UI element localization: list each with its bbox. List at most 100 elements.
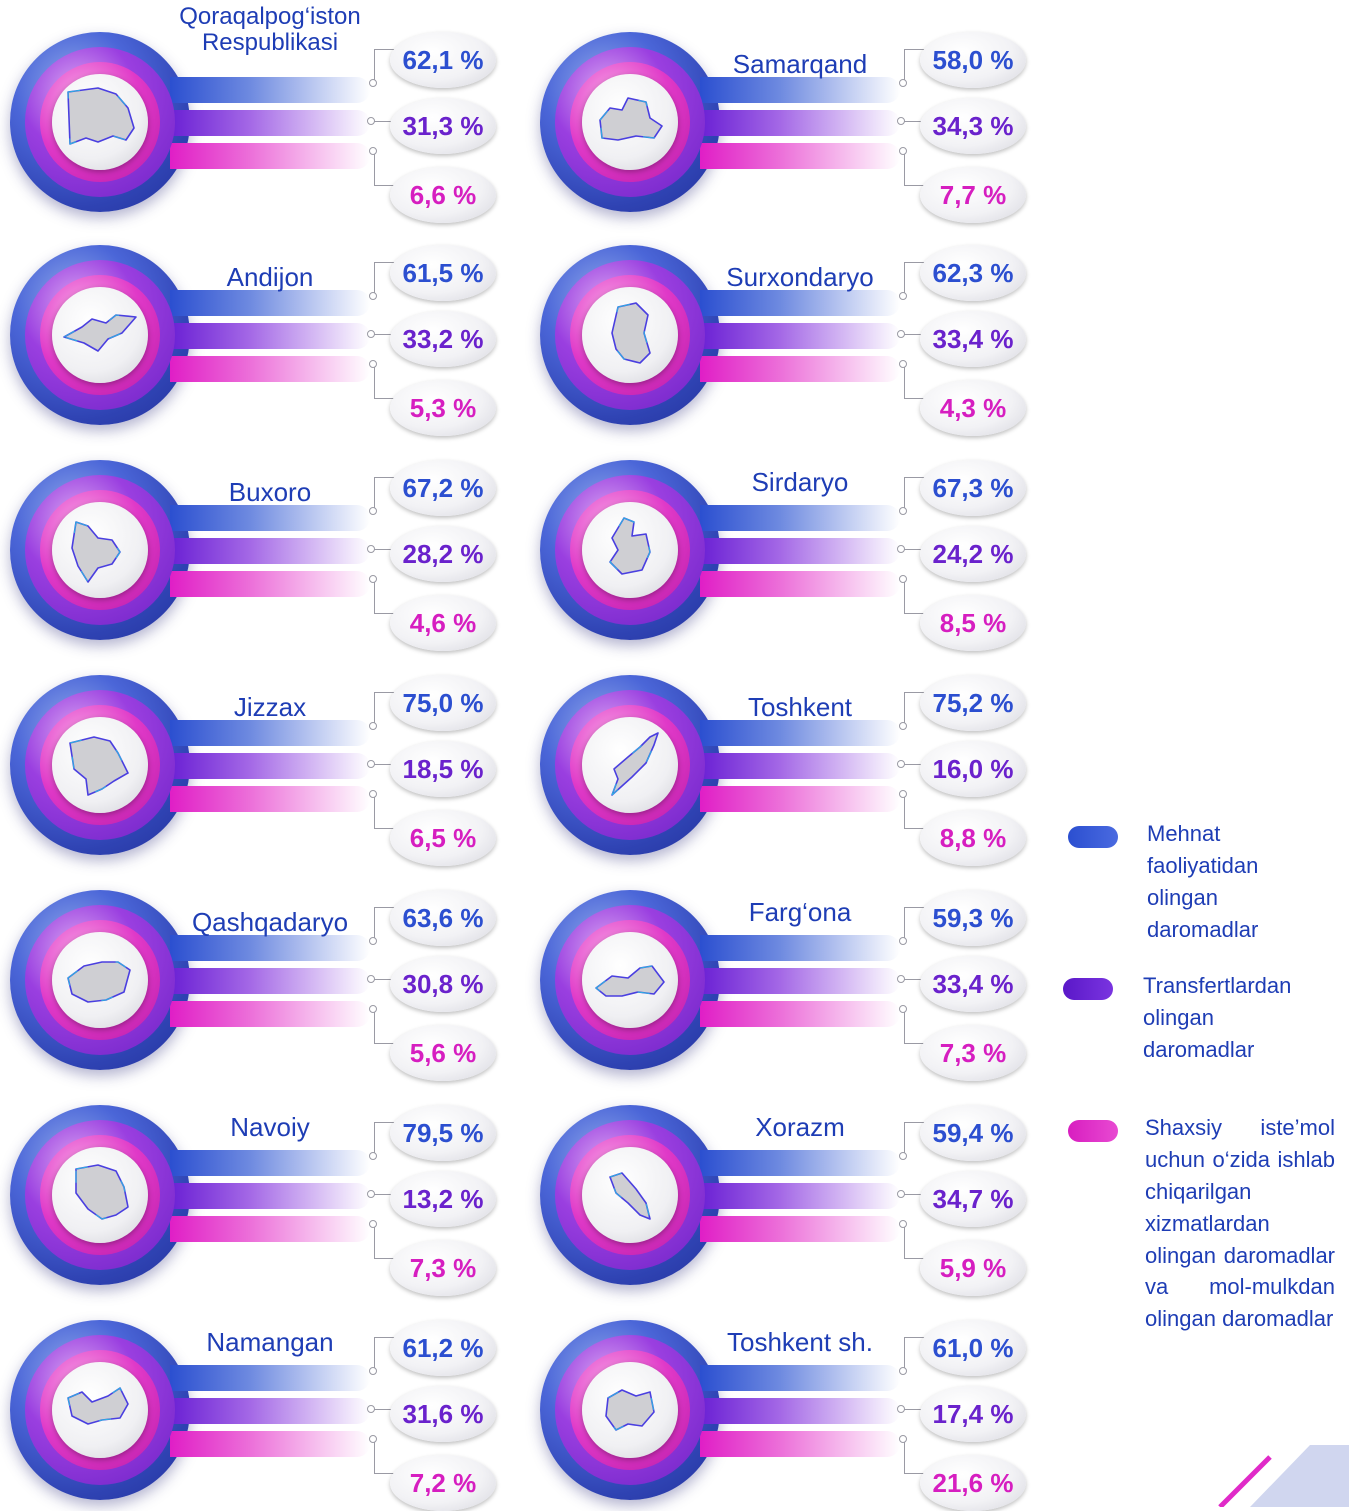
connector — [374, 578, 395, 614]
value-transfert: 34,7 % — [920, 1171, 1026, 1227]
region-card: Jizzax 75,0 % 18,5 % 6,5 % — [0, 635, 500, 866]
region-card: Qashqadaryo 63,6 % 30,8 % 5,6 % — [0, 850, 500, 1081]
value-mehnat: 79,5 % — [390, 1105, 496, 1161]
connector — [372, 121, 394, 122]
value-mehnat: 61,5 % — [390, 245, 496, 301]
connector — [374, 1223, 395, 1259]
connector-dot — [899, 722, 907, 730]
value-mehnat: 59,3 % — [920, 890, 1026, 946]
connector-dot — [367, 975, 375, 983]
connector — [374, 1337, 395, 1373]
value-mehnat: 75,0 % — [390, 675, 496, 731]
region-map-icon — [69, 736, 129, 796]
bar-transfert — [170, 110, 370, 136]
value-transfert: 17,4 % — [920, 1386, 1026, 1442]
connector-dot — [897, 760, 905, 768]
connector — [374, 793, 395, 829]
bar-transfert — [700, 1398, 900, 1424]
region-name: Toshkent — [747, 692, 853, 722]
value-mehnat: 61,2 % — [390, 1320, 496, 1376]
connector-dot — [369, 147, 377, 155]
bar-transfert — [170, 753, 370, 779]
bar-mehnat — [700, 720, 900, 746]
connector-dot — [367, 117, 375, 125]
connector-dot — [897, 975, 905, 983]
connector — [904, 793, 925, 829]
connector-dot — [897, 1405, 905, 1413]
region-name: Xorazm — [755, 1112, 845, 1142]
connector — [904, 1122, 925, 1158]
region-map-icon — [67, 961, 131, 1003]
connector — [904, 363, 925, 399]
connector-dot — [899, 360, 907, 368]
region-name: Sirdaryo — [751, 467, 849, 497]
value-transfert: 13,2 % — [390, 1171, 496, 1227]
bar-shaxsiy — [170, 1431, 370, 1457]
region-card: Namangan 61,2 % 31,6 % 7,2 % — [0, 1280, 500, 1511]
value-mehnat: 62,3 % — [920, 245, 1026, 301]
region-card: Andijon 61,5 % 33,2 % 5,3 % — [0, 205, 500, 436]
connector-dot — [367, 330, 375, 338]
connector — [372, 334, 394, 335]
region-name: Farg‘ona — [748, 897, 852, 927]
bar-transfert — [700, 538, 900, 564]
region-card: Navoiy 79,5 % 13,2 % 7,3 % — [0, 1065, 500, 1296]
region-card: Buxoro 67,2 % 28,2 % 4,6 % — [0, 420, 500, 651]
connector-dot — [899, 507, 907, 515]
region-name: Toshkent sh. — [727, 1327, 873, 1357]
connector-dot — [899, 1220, 907, 1228]
region-map-icon — [599, 97, 663, 141]
connector-dot — [369, 360, 377, 368]
legend-label-mehnat: Mehnat faoliyatidan olingan daromadlar — [1147, 821, 1259, 942]
value-shaxsiy: 4,6 % — [390, 595, 496, 651]
connector — [372, 1194, 394, 1195]
value-mehnat: 75,2 % — [920, 675, 1026, 731]
connector-dot — [899, 1367, 907, 1375]
connector — [374, 363, 395, 399]
bar-shaxsiy — [700, 1001, 900, 1027]
region-name: Namangan — [206, 1327, 334, 1357]
connector — [902, 549, 924, 550]
connector — [902, 1194, 924, 1195]
bar-transfert — [700, 323, 900, 349]
value-transfert: 18,5 % — [390, 741, 496, 797]
value-transfert: 31,3 % — [390, 98, 496, 154]
bar-shaxsiy — [170, 356, 370, 382]
connector — [902, 979, 924, 980]
connector-dot — [899, 790, 907, 798]
region-name: Navoiy — [230, 1112, 310, 1142]
bar-shaxsiy — [170, 571, 370, 597]
connector — [904, 1008, 925, 1044]
bar-mehnat — [700, 290, 900, 316]
connector-dot — [897, 117, 905, 125]
value-shaxsiy: 8,8 % — [920, 810, 1026, 866]
legend-swatch-shaxsiy — [1068, 1120, 1118, 1142]
value-shaxsiy: 6,5 % — [390, 810, 496, 866]
connector — [372, 1409, 394, 1410]
connector-dot — [899, 147, 907, 155]
connector — [374, 692, 395, 728]
bar-transfert — [700, 753, 900, 779]
bar-transfert — [170, 1398, 370, 1424]
connector-dot — [367, 760, 375, 768]
region-name: Buxoro — [228, 477, 312, 507]
bar-mehnat — [170, 935, 370, 961]
bar-transfert — [700, 1183, 900, 1209]
value-transfert: 16,0 % — [920, 741, 1026, 797]
connector — [902, 121, 924, 122]
region-map-icon — [611, 732, 659, 796]
bar-shaxsiy — [700, 143, 900, 169]
bar-shaxsiy — [170, 1216, 370, 1242]
connector-dot — [899, 79, 907, 87]
bar-transfert — [170, 1183, 370, 1209]
connector — [904, 1438, 925, 1474]
region-card: Toshkent 75,2 % 16,0 % 8,8 % — [530, 635, 1030, 866]
connector — [904, 150, 925, 186]
bar-mehnat — [170, 505, 370, 531]
connector-dot — [899, 292, 907, 300]
value-shaxsiy: 6,6 % — [390, 167, 496, 223]
connector-dot — [369, 1220, 377, 1228]
region-card: Samarqand 58,0 % 34,3 % 7,7 % — [530, 0, 1030, 223]
value-shaxsiy: 7,7 % — [920, 167, 1026, 223]
bar-mehnat — [700, 505, 900, 531]
